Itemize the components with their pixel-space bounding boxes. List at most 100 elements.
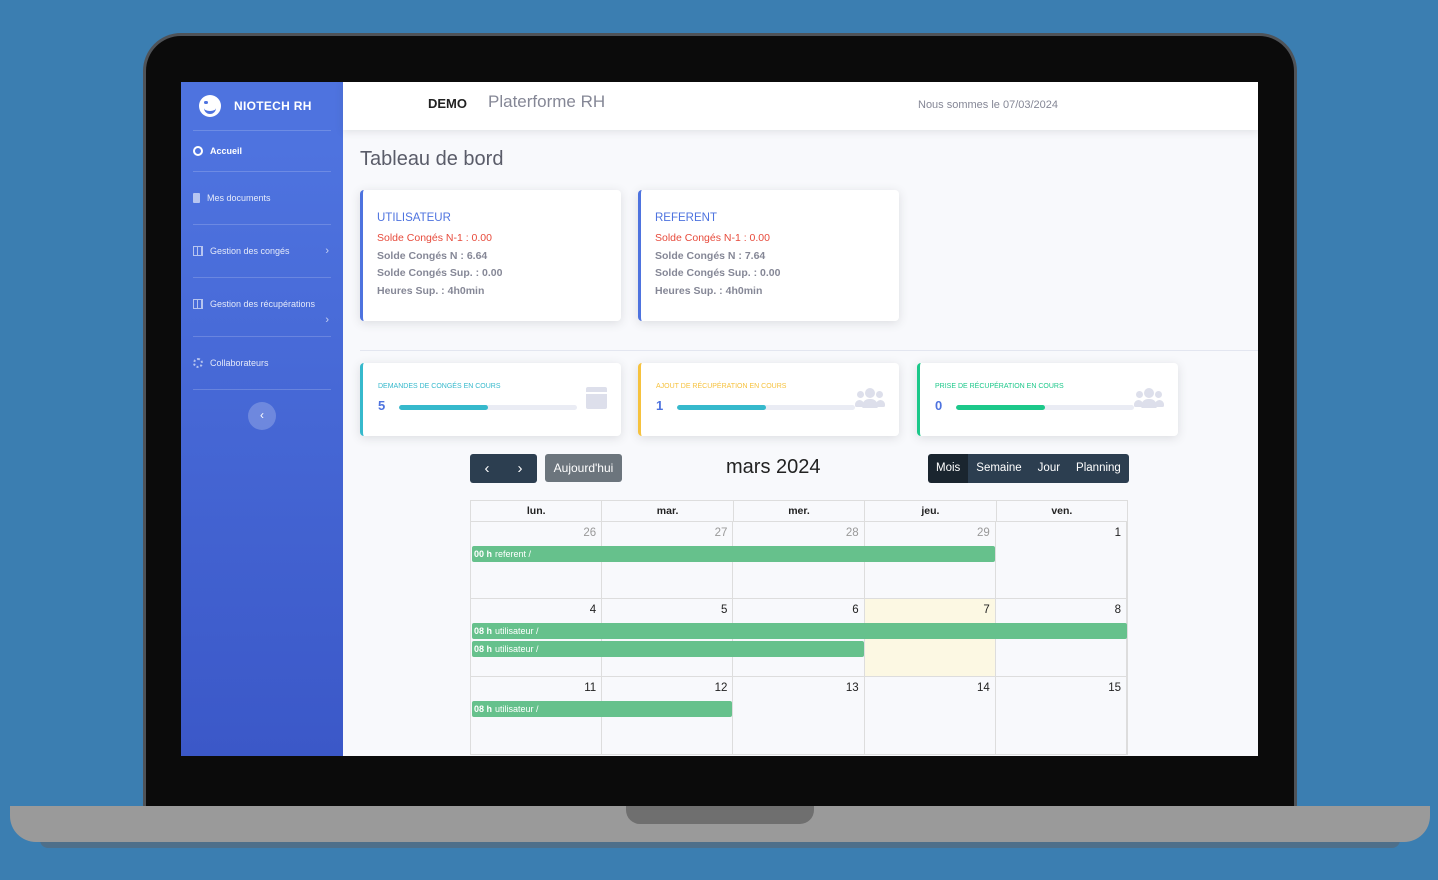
view-month-button[interactable]: Mois	[928, 454, 969, 483]
tachometer-icon	[193, 146, 203, 156]
view-day-button[interactable]: Jour	[1029, 454, 1069, 483]
card-role: UTILISATEUR	[377, 212, 451, 224]
sidebar-item-label: Collaborateurs	[210, 358, 269, 368]
calendar-week: 11 12 13 14 15 08 h utilisateur /	[470, 677, 1128, 755]
calendar-event[interactable]: 08 h utilisateur /	[472, 701, 733, 717]
weekday-header: jeu.	[865, 501, 997, 521]
solde-sup: Solde Congés Sup. : 0.00	[655, 267, 781, 279]
table-icon	[193, 299, 203, 309]
sidebar-divider	[193, 389, 331, 390]
file-icon	[193, 193, 200, 203]
brand-name: NIOTECH RH	[234, 99, 312, 113]
sidebar: NIOTECH RH Accueil Mes documents Gestion…	[181, 82, 343, 756]
sidebar-item-conges[interactable]: Gestion des congés ›	[181, 225, 343, 277]
day-number[interactable]: 6	[852, 604, 859, 616]
heures-sup: Heures Sup. : 4h0min	[655, 284, 763, 297]
sidebar-item-documents[interactable]: Mes documents	[181, 172, 343, 224]
day-number[interactable]: 27	[714, 527, 728, 539]
view-planning-button[interactable]: Planning	[1068, 454, 1129, 483]
current-date-text: Nous sommes le 07/03/2024	[918, 99, 1059, 111]
today-button[interactable]: Aujourd'hui	[545, 454, 622, 482]
sidebar-divider	[193, 224, 331, 225]
next-month-button[interactable]: ›	[517, 460, 523, 477]
info-card-referent: REFERENT Solde Congés N-1 : 0.00 Solde C…	[638, 190, 899, 321]
day-number[interactable]: 1	[1114, 527, 1122, 539]
users-icon	[855, 388, 885, 408]
event-time: 00 h	[474, 549, 493, 559]
page-title: Tableau de bord	[360, 148, 504, 170]
stat-label: Prise de récupération en cours	[935, 383, 1064, 390]
demo-label: DEMO	[428, 96, 467, 111]
users-icon	[1134, 388, 1164, 408]
sidebar-item-label: Accueil	[210, 146, 243, 156]
weekday-header: lun.	[471, 501, 603, 521]
calendar-day-cell[interactable]: 1	[996, 522, 1128, 598]
heures-sup: Heures Sup. : 4h0min	[377, 284, 485, 297]
progress-bar	[956, 405, 1134, 410]
calendar-nav-group: ‹ ›	[470, 454, 537, 483]
day-number[interactable]: 11	[584, 682, 597, 694]
calendar-event[interactable]: 08 h utilisateur /	[472, 641, 864, 657]
solde-n: Solde Congés N : 6.64	[377, 249, 488, 262]
calendar-day-cell[interactable]: 13	[733, 677, 865, 754]
cog-icon	[193, 358, 203, 368]
progress-fill	[399, 405, 488, 410]
day-number[interactable]: 4	[589, 604, 597, 616]
calendar-day-cell[interactable]: 29	[865, 522, 996, 598]
day-number[interactable]: 7	[983, 604, 990, 616]
sidebar-item-label: Gestion des récupérations	[210, 299, 316, 309]
stat-card-ajout-recuperation: Ajout de récupération en cours 1	[638, 363, 899, 436]
event-time: 08 h	[474, 626, 493, 636]
event-title: referent /	[495, 549, 532, 559]
progress-fill	[677, 405, 766, 410]
calendar-day-cell[interactable]: 15	[996, 677, 1128, 754]
sidebar-toggle-button[interactable]: ‹	[248, 402, 276, 430]
day-number[interactable]: 13	[845, 682, 859, 694]
chevron-right-icon: ›	[325, 314, 329, 326]
event-title: utilisateur /	[495, 704, 539, 714]
calendar-grid: lun. mar. mer. jeu. ven. 26 27 28 29 1 00 h re…	[470, 500, 1128, 755]
brand[interactable]: NIOTECH RH	[181, 82, 343, 130]
calendar-week: 4 5 6 7 8 08 h utilisateur /08 h utilisateur /	[470, 599, 1128, 677]
sidebar-divider	[193, 171, 331, 172]
event-title: utilisateur /	[495, 644, 539, 654]
stat-label: Demandes de congés en cours	[378, 383, 501, 390]
day-number[interactable]: 14	[977, 682, 990, 694]
prev-month-button[interactable]: ‹	[484, 460, 490, 477]
stat-value: 0	[935, 398, 943, 413]
sidebar-divider	[193, 130, 331, 131]
day-number[interactable]: 29	[977, 527, 990, 539]
day-number[interactable]: 12	[714, 682, 728, 694]
sidebar-item-label: Mes documents	[207, 193, 271, 203]
calendar-event[interactable]: 08 h utilisateur /	[472, 623, 1127, 639]
table-icon	[193, 246, 203, 256]
view-week-button[interactable]: Semaine	[968, 454, 1030, 483]
app-screen: NIOTECH RH Accueil Mes documents Gestion…	[181, 82, 1258, 756]
stat-card-prise-recuperation: Prise de récupération en cours 0	[917, 363, 1178, 436]
calendar-event[interactable]: 00 h referent /	[472, 546, 996, 562]
platform-title: Platerforme RH	[488, 92, 606, 111]
sidebar-item-recuperations[interactable]: Gestion des récupérations ›	[181, 278, 343, 336]
sidebar-item-label: Gestion des congés	[210, 246, 290, 256]
day-number[interactable]: 5	[721, 604, 728, 616]
day-number[interactable]: 15	[1108, 682, 1122, 694]
solde-sup: Solde Congés Sup. : 0.00	[377, 267, 503, 279]
progress-bar	[399, 405, 577, 410]
solde-n1: Solde Congés N-1 : 0.00	[377, 232, 492, 244]
day-number[interactable]: 8	[1114, 604, 1122, 616]
progress-bar	[677, 405, 855, 410]
day-number[interactable]: 26	[583, 527, 597, 539]
stat-label: Ajout de récupération en cours	[656, 383, 787, 390]
sidebar-divider	[193, 336, 331, 337]
laptop-notch	[626, 806, 814, 824]
sidebar-divider	[193, 277, 331, 278]
card-role: REFERENT	[655, 212, 717, 224]
calendar-day-cell[interactable]: 12	[602, 677, 734, 754]
calendar-icon	[586, 387, 607, 409]
calendar-day-cell[interactable]: 14	[865, 677, 996, 754]
sidebar-item-accueil[interactable]: Accueil	[181, 131, 343, 171]
sidebar-item-collaborateurs[interactable]: Collaborateurs	[181, 337, 343, 389]
stat-value: 5	[378, 398, 386, 413]
day-number[interactable]: 28	[845, 527, 859, 539]
chevron-right-icon: ›	[325, 245, 329, 257]
